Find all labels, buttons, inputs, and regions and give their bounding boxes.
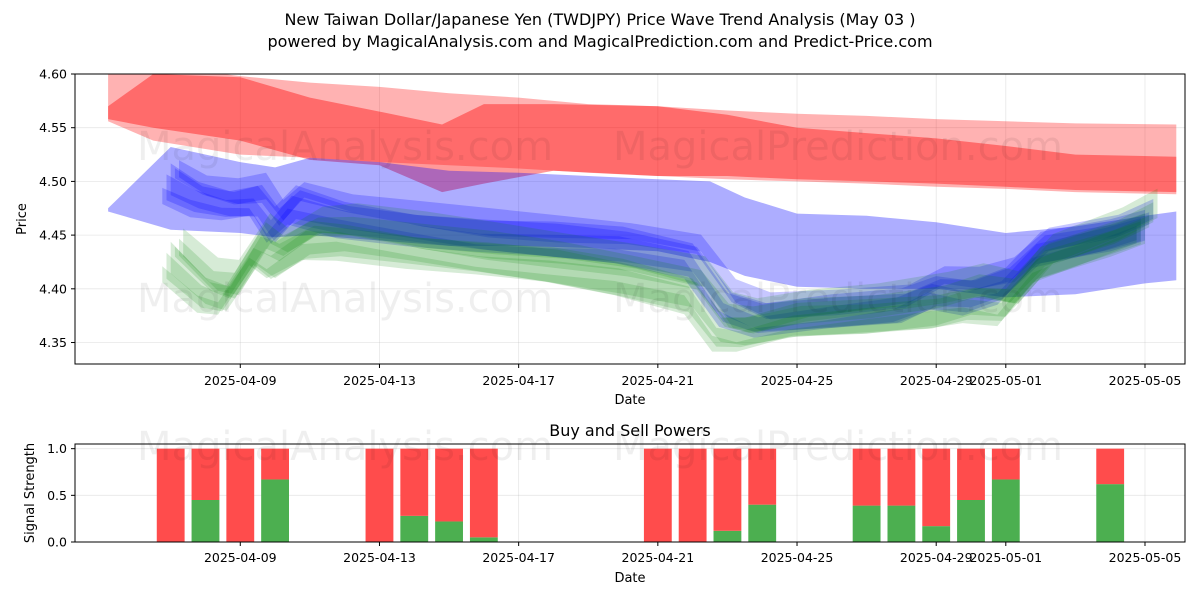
signal-title: Buy and Sell Powers	[549, 421, 711, 440]
signal-xtick-label: 2025-04-09	[204, 550, 277, 565]
buy-bar	[852, 505, 881, 542]
blue-paths-1	[162, 187, 1137, 338]
signal-ticks: 2025-04-09 2025-04-13 2025-04-17 2025-04-21…	[47, 441, 1181, 565]
buy-bar	[435, 521, 463, 542]
signal-ytick-label: 0.5	[47, 488, 67, 503]
sell-bar	[852, 448, 881, 506]
price-xtick-label: 2025-04-17	[482, 373, 555, 388]
signal-xtick-label: 2025-04-21	[622, 550, 695, 565]
price-ytick-label: 4.60	[39, 67, 67, 82]
signal-watermarks: MagicalAnalysis.com MagicalPrediction.co…	[137, 424, 1063, 470]
buy-bar	[713, 530, 742, 542]
watermark-prediction-mid: MagicalPrediction.com	[613, 276, 1063, 322]
price-xtick-label: 2025-04-25	[761, 373, 834, 388]
buy-bar	[191, 500, 220, 542]
price-ytick-label: 4.40	[39, 281, 67, 296]
sell-bar	[1096, 448, 1125, 485]
price-ytick-label: 4.50	[39, 174, 67, 189]
buy-bar	[1096, 484, 1125, 542]
signal-xtick-label: 2025-04-13	[343, 550, 416, 565]
signal-xtick-label: 2025-05-05	[1109, 550, 1182, 565]
sell-bar	[191, 448, 220, 500]
price-xtick-label: 2025-05-05	[1109, 373, 1182, 388]
buy-bar	[261, 479, 289, 542]
sell-bar	[957, 448, 985, 500]
signal-bars	[156, 448, 1125, 542]
price-xtick-label: 2025-05-01	[969, 373, 1042, 388]
signal-xtick-label: 2025-04-25	[761, 550, 834, 565]
price-xtick-label: 2025-04-13	[343, 373, 416, 388]
buy-bar	[748, 504, 777, 542]
buy-bar	[400, 515, 429, 542]
sell-bar	[469, 448, 498, 538]
price-plot: MagicalAnalysis.com MagicalPrediction.co…	[15, 67, 1186, 408]
watermark-prediction-top: MagicalPrediction.com	[613, 124, 1063, 170]
price-xtick-label: 2025-04-21	[622, 373, 695, 388]
buy-bar	[991, 479, 1020, 542]
sell-bar	[887, 448, 916, 506]
red-outer-band	[108, 74, 1177, 195]
signal-ytick-label: 0.0	[47, 535, 67, 550]
signal-xtick-label: 2025-04-17	[482, 550, 555, 565]
price-ticks: 2025-04-09 2025-04-13 2025-04-17 2025-04-21…	[39, 67, 1181, 389]
green-paths-2	[166, 221, 1141, 348]
price-ytick-label: 4.45	[39, 228, 67, 243]
price-ytick-label: 4.35	[39, 335, 67, 350]
red-inner-band	[108, 74, 1177, 193]
signal-ytick-label: 1.0	[47, 441, 67, 456]
buy-bar	[957, 500, 985, 542]
signal-plot: Buy and Sell Powers MagicalAnalysis.com …	[23, 421, 1186, 586]
blue-paths-4	[174, 168, 1150, 319]
buy-bar	[922, 526, 951, 542]
sell-bar	[643, 448, 672, 542]
sell-bar	[365, 448, 394, 542]
price-xlabel: Date	[614, 393, 645, 408]
sell-bar	[261, 448, 289, 480]
price-xtick-label: 2025-04-09	[204, 373, 277, 388]
green-paths-6	[183, 188, 1158, 332]
buy-bar	[887, 505, 916, 542]
blue-band	[108, 147, 1177, 298]
signal-ylabel: Signal Strength	[23, 443, 38, 543]
signal-xlabel: Date	[614, 571, 645, 586]
buy-bar	[469, 537, 498, 542]
price-xtick-label: 2025-04-29	[900, 373, 973, 388]
chart-title-line2: powered by MagicalAnalysis.com and Magic…	[267, 32, 932, 51]
sell-bar	[991, 448, 1020, 480]
sell-bar	[713, 448, 742, 531]
green-paths-5	[179, 202, 1154, 334]
signal-xtick-label: 2025-05-01	[969, 550, 1042, 565]
watermark-analysis-top: MagicalAnalysis.com	[137, 124, 553, 170]
blue-paths-5	[179, 160, 1154, 320]
green-paths-1	[162, 229, 1137, 352]
price-ylabel: Price	[15, 203, 30, 235]
price-ytick-label: 4.55	[39, 120, 67, 135]
green-paths-3	[170, 213, 1145, 346]
blue-paths-2	[166, 174, 1141, 334]
price-watermarks: MagicalAnalysis.com MagicalPrediction.co…	[137, 124, 1063, 322]
green-paths-4	[174, 215, 1150, 333]
blue-paths-3	[170, 163, 1145, 332]
sell-bar	[748, 448, 777, 505]
signal-xtick-label: 2025-04-29	[900, 550, 973, 565]
sell-bar	[678, 448, 707, 542]
sell-bar	[922, 448, 951, 527]
watermark-prediction-bottom: MagicalPrediction.com	[613, 424, 1063, 470]
sell-bar	[400, 448, 429, 516]
chart-title-line1: New Taiwan Dollar/Japanese Yen (TWDJPY) …	[284, 10, 915, 29]
watermark-analysis-bottom: MagicalAnalysis.com	[137, 424, 553, 470]
sell-bar	[226, 448, 255, 542]
sell-bar	[156, 448, 185, 542]
price-series	[108, 74, 1177, 352]
sell-bar	[435, 448, 463, 522]
watermark-analysis-mid: MagicalAnalysis.com	[137, 276, 553, 322]
